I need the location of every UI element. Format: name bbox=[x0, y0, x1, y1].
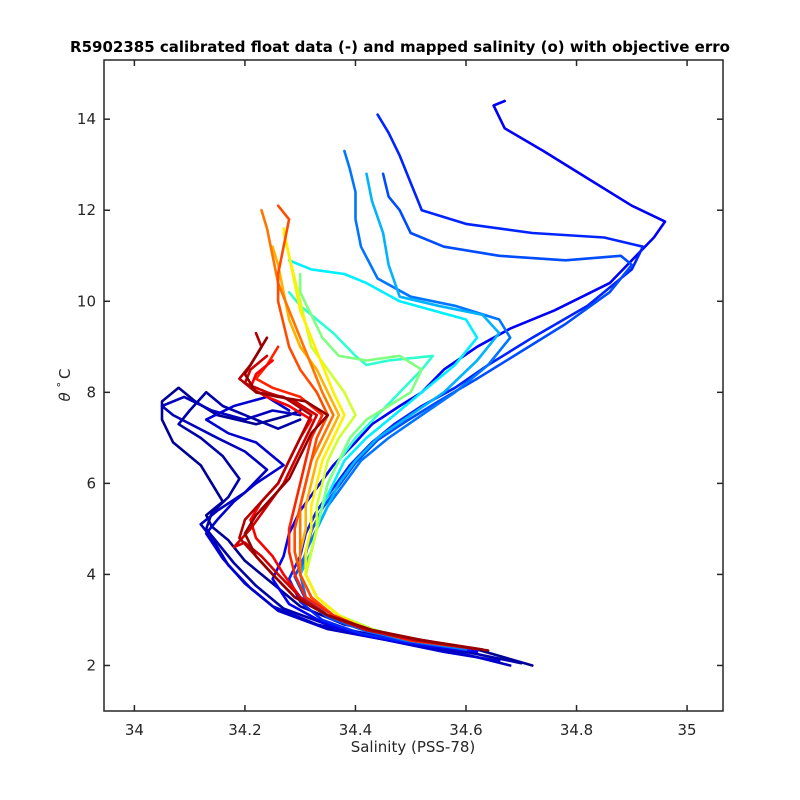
plot-frame bbox=[103, 59, 724, 712]
y-tick-label-1: 4 bbox=[86, 565, 96, 583]
y-tick-label-4: 10 bbox=[77, 292, 96, 310]
profile-line-13 bbox=[282, 227, 468, 649]
x-tick-label-5: 35 bbox=[678, 721, 697, 739]
y-tick-label-5: 12 bbox=[77, 201, 96, 219]
x-axis-label: Salinity (PSS-78) bbox=[351, 738, 476, 756]
y-axis-label-degree: ° bbox=[55, 382, 68, 388]
x-tick-label-0: 34 bbox=[125, 721, 144, 739]
y-tick-label-6: 14 bbox=[77, 110, 96, 128]
x-tick-label-3: 34.6 bbox=[449, 721, 482, 739]
profile-line-16 bbox=[276, 204, 468, 649]
y-tick-label-2: 6 bbox=[86, 474, 96, 492]
profile-line-17 bbox=[254, 345, 473, 650]
x-tick-label-4: 34.8 bbox=[560, 721, 593, 739]
ticks-layer: 34 34.2 34.4 34.6 34.8 35 2 4 6 8 10 12 14 bbox=[77, 60, 723, 739]
x-tick-label-1: 34.2 bbox=[228, 721, 261, 739]
profile-line-4 bbox=[271, 99, 667, 654]
profile-line-3 bbox=[204, 395, 501, 663]
profile-line-21 bbox=[243, 336, 490, 652]
chart-title: R5902385 calibrated float data (-) and m… bbox=[70, 38, 730, 56]
x-tick-label-2: 34.4 bbox=[339, 721, 372, 739]
y-axis-label-unit: C bbox=[56, 369, 74, 379]
y-axis-label-symbol: θ bbox=[56, 392, 74, 401]
y-axis-label: θ ° C bbox=[55, 369, 74, 402]
series-layer bbox=[160, 99, 667, 667]
profile-line-1 bbox=[177, 390, 523, 665]
y-tick-label-0: 2 bbox=[86, 656, 96, 674]
y-tick-label-3: 8 bbox=[86, 383, 96, 401]
